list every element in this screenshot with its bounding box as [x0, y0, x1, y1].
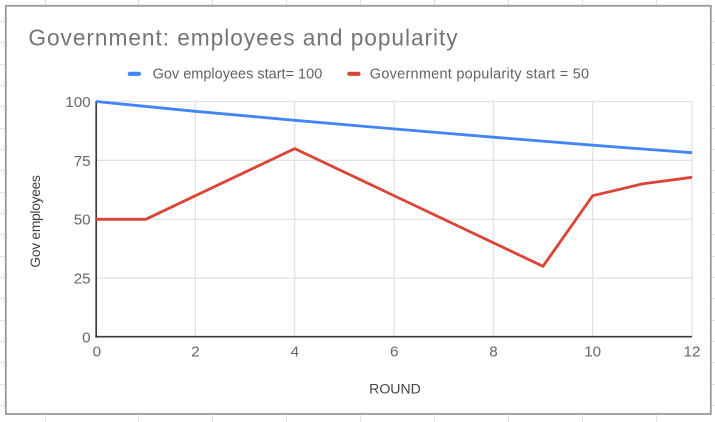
svg-text:Government popularity start =: Government popularity start = 50	[370, 67, 590, 83]
svg-text:75: 75	[74, 153, 91, 170]
svg-text:4: 4	[291, 344, 299, 361]
svg-text:25: 25	[74, 271, 91, 288]
svg-text:0: 0	[93, 344, 101, 361]
svg-text:Gov employees start= 100: Gov employees start= 100	[153, 67, 323, 83]
svg-text:50: 50	[74, 212, 91, 229]
svg-text:2: 2	[191, 344, 199, 361]
svg-text:100: 100	[65, 94, 90, 111]
svg-text:ROUND: ROUND	[369, 381, 421, 397]
svg-text:8: 8	[489, 344, 497, 361]
svg-text:0: 0	[82, 329, 90, 346]
svg-text:Gov employees: Gov employees	[28, 175, 43, 268]
svg-text:10: 10	[584, 344, 601, 361]
svg-text:6: 6	[390, 344, 398, 361]
svg-text:Government: employees and popu: Government: employees and popularity	[28, 25, 458, 51]
svg-text:12: 12	[684, 344, 701, 361]
